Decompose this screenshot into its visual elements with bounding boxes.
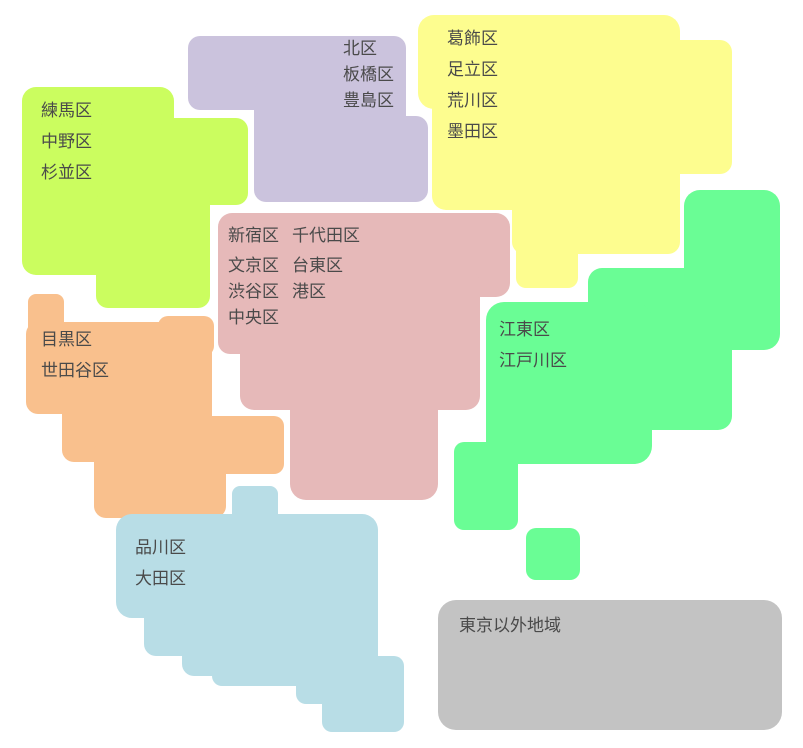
ward-label-shinagawa: 品川区 [135,538,186,558]
ward-label-koto: 江東区 [499,320,550,340]
ward-label-shinjuku: 新宿区 [228,226,279,246]
ward-label-bunkyo: 文京区 [228,256,279,276]
ward-label-chuo: 中央区 [228,308,279,328]
region-east[interactable] [454,190,780,580]
ward-label-chiyoda: 千代田区 [292,226,360,246]
region-north[interactable] [188,36,428,202]
ward-label-minato: 港区 [292,282,326,302]
ward-label-shibuya: 渋谷区 [228,282,279,302]
ward-label-katsushika: 葛飾区 [447,29,498,49]
ward-label-itabashi: 板橋区 [343,65,394,85]
ward-label-arakawa: 荒川区 [447,91,498,111]
region-central[interactable] [218,213,510,500]
ward-label-meguro: 目黒区 [41,330,92,350]
ward-label-suginami: 杉並区 [41,163,92,183]
region-south[interactable] [116,486,404,732]
ward-label-ota: 大田区 [135,569,186,589]
ward-label-setagaya: 世田谷区 [41,361,109,381]
region-northeast[interactable] [418,15,732,288]
region-southwest[interactable] [26,294,284,518]
ward-label-kita: 北区 [343,39,377,59]
ward-label-toshima: 豊島区 [343,91,394,111]
ward-label-nerima: 練馬区 [41,101,92,121]
ward-label-taito: 台東区 [292,256,343,276]
ward-label-nakano: 中野区 [41,132,92,152]
region-outside[interactable] [438,600,782,730]
ward-label-adachi: 足立区 [447,60,498,80]
ward-label-sumida: 墨田区 [447,122,498,142]
ward-label-edogawa: 江戸川区 [499,351,567,371]
outside-tokyo-label: 東京以外地域 [459,616,561,636]
region-northwest[interactable] [22,87,248,308]
